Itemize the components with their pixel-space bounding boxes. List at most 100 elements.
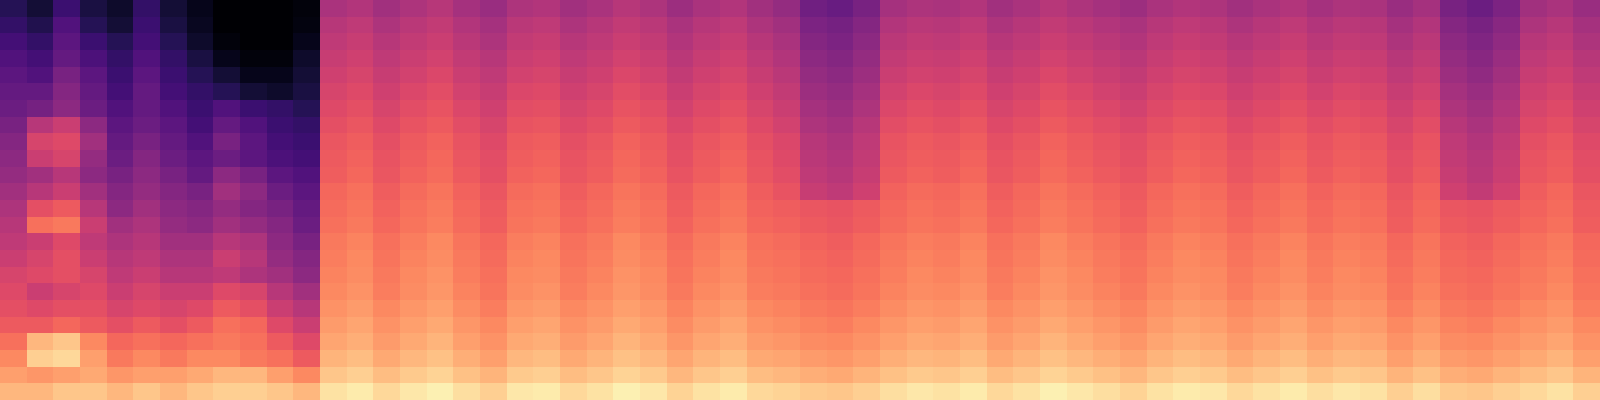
heatmap-cell [1147, 100, 1174, 117]
heatmap-cell [533, 200, 560, 217]
heatmap-cell [1387, 250, 1414, 267]
heatmap-cell [133, 117, 160, 134]
heatmap-cell [240, 67, 267, 84]
heatmap-cell [240, 167, 267, 184]
heatmap-cell [1493, 250, 1520, 267]
heatmap-cell [480, 267, 507, 284]
heatmap-cell [1120, 0, 1147, 17]
heatmap-cell [1467, 333, 1494, 350]
heatmap-cell [1387, 200, 1414, 217]
heatmap-cell [373, 267, 400, 284]
heatmap-cell [0, 300, 27, 317]
heatmap-cell [293, 17, 320, 34]
heatmap-cell [880, 100, 907, 117]
heatmap-cell [133, 50, 160, 67]
heatmap-cell [1173, 250, 1200, 267]
heatmap-cell [320, 350, 347, 367]
heatmap-cell [1280, 300, 1307, 317]
heatmap-cell [453, 233, 480, 250]
heatmap-cell [373, 367, 400, 384]
heatmap-cell [267, 133, 294, 150]
heatmap-cell [1307, 267, 1334, 284]
heatmap-cell [1440, 250, 1467, 267]
heatmap-cell [1067, 50, 1094, 67]
heatmap-cell [373, 0, 400, 17]
heatmap-cell [773, 117, 800, 134]
heatmap-cell [960, 117, 987, 134]
heatmap-cell [960, 100, 987, 117]
heatmap-cell [187, 183, 214, 200]
heatmap-cell [907, 233, 934, 250]
heatmap-cell [773, 0, 800, 17]
heatmap-cell [400, 83, 427, 100]
heatmap-cell [1520, 317, 1547, 334]
heatmap-cell [1413, 350, 1440, 367]
heatmap-cell [187, 300, 214, 317]
heatmap-cell [693, 133, 720, 150]
heatmap-cell [27, 200, 54, 217]
heatmap-cell [1520, 250, 1547, 267]
heatmap-cell [1093, 250, 1120, 267]
heatmap-cell [320, 0, 347, 17]
heatmap-cell [773, 333, 800, 350]
heatmap-cell [1040, 267, 1067, 284]
heatmap-cell [267, 383, 294, 400]
heatmap-cell [827, 167, 854, 184]
heatmap-cell [1093, 233, 1120, 250]
heatmap-cell [53, 200, 80, 217]
heatmap-cell [1040, 133, 1067, 150]
heatmap-cell [613, 117, 640, 134]
heatmap-cell [747, 383, 774, 400]
heatmap-cell [320, 217, 347, 234]
heatmap-cell [267, 83, 294, 100]
heatmap-cell [1333, 167, 1360, 184]
heatmap-cell [1413, 250, 1440, 267]
heatmap-cell [213, 317, 240, 334]
heatmap-cell [800, 333, 827, 350]
heatmap-cell [747, 233, 774, 250]
heatmap-cell [1307, 83, 1334, 100]
heatmap-cell [987, 33, 1014, 50]
heatmap-cell [107, 350, 134, 367]
heatmap-cell [507, 350, 534, 367]
heatmap-cell [1467, 117, 1494, 134]
heatmap-cell [1360, 167, 1387, 184]
heatmap-cell [480, 117, 507, 134]
heatmap-cell [987, 0, 1014, 17]
heatmap-cell [640, 250, 667, 267]
heatmap-cell [27, 133, 54, 150]
heatmap-cell [773, 300, 800, 317]
heatmap-cell [613, 167, 640, 184]
heatmap-cell [1280, 383, 1307, 400]
heatmap-cell [1573, 283, 1600, 300]
heatmap-cell [53, 83, 80, 100]
heatmap-cell [1387, 33, 1414, 50]
heatmap-cell [1387, 83, 1414, 100]
heatmap-cell [720, 33, 747, 50]
heatmap-cell [1440, 167, 1467, 184]
heatmap-cell [1493, 150, 1520, 167]
heatmap-cell [800, 283, 827, 300]
heatmap-cell [907, 167, 934, 184]
heatmap-cell [213, 17, 240, 34]
heatmap-cell [960, 233, 987, 250]
heatmap-cell [1573, 50, 1600, 67]
heatmap-cell [1547, 167, 1574, 184]
heatmap-cell [720, 283, 747, 300]
heatmap-cell [827, 133, 854, 150]
heatmap-cell [427, 117, 454, 134]
heatmap-cell [533, 300, 560, 317]
heatmap-cell [960, 283, 987, 300]
heatmap-cell [960, 50, 987, 67]
heatmap-cell [347, 33, 374, 50]
heatmap-cell [160, 33, 187, 50]
heatmap-cell [907, 350, 934, 367]
heatmap-cell [987, 183, 1014, 200]
heatmap-cell [587, 200, 614, 217]
heatmap-cell [160, 17, 187, 34]
heatmap-cell [453, 183, 480, 200]
heatmap-cell [1067, 383, 1094, 400]
heatmap-cell [667, 300, 694, 317]
heatmap-cell [133, 167, 160, 184]
heatmap-cell [587, 0, 614, 17]
